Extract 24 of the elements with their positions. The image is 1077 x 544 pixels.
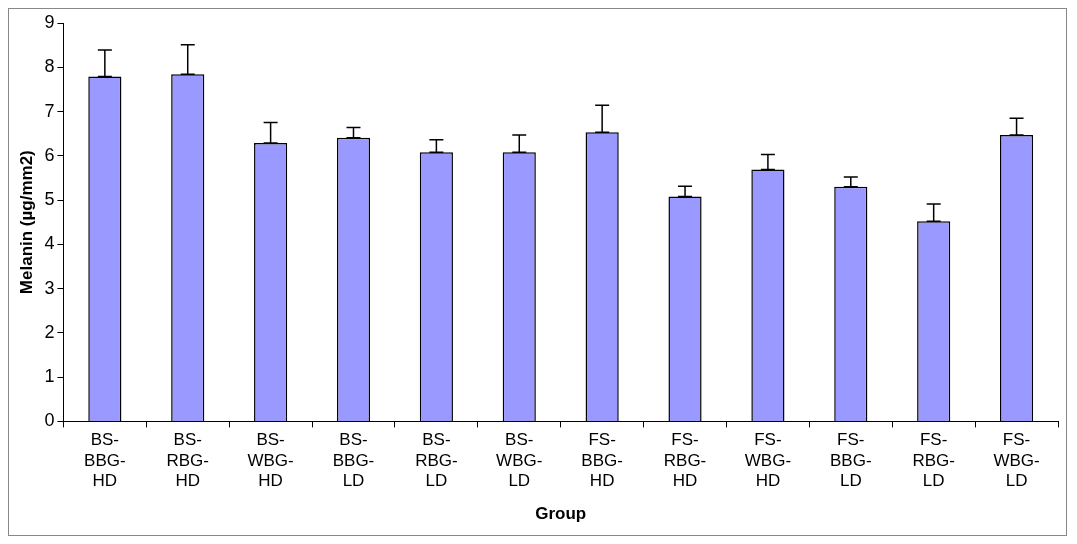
y-tick-label: 9 (44, 11, 55, 32)
x-tick-label: FS-WBG-LD (993, 430, 1040, 491)
x-tick-label: FS-BBG-HD (581, 430, 623, 491)
x-tick-label: BS-BBG-HD (84, 430, 126, 491)
x-axis-title: Group (535, 504, 587, 524)
y-tick-label: 4 (44, 233, 55, 254)
y-tick-label: 3 (44, 277, 55, 298)
y-tick-label: 2 (44, 321, 55, 342)
x-tick-label: BS-RBG-HD (166, 430, 209, 491)
y-tick-label: 1 (44, 366, 55, 387)
x-tick-label: BS-BBG-LD (332, 430, 375, 491)
x-tick-label: FS-RBG-LD (912, 430, 955, 491)
x-tick-label: FS-WBG-HD (744, 430, 792, 491)
x-tick-label: FS-RBG-HD (663, 430, 707, 491)
y-tick-label: 5 (44, 189, 55, 210)
x-tick-label: BS-RBG-LD (415, 430, 458, 491)
y-tick-label: 7 (44, 100, 55, 121)
y-tick-label: 8 (44, 56, 55, 77)
x-tick-label: FS-BBG-LD (830, 430, 872, 491)
y-tick-label: 0 (44, 410, 55, 431)
x-tick-label: BS-WBG-HD (247, 430, 294, 491)
y-axis-title: Melanin (µg/mm2) (16, 150, 36, 295)
x-tick-label: BS-WBG-LD (496, 430, 543, 491)
y-tick-label: 6 (44, 144, 55, 165)
